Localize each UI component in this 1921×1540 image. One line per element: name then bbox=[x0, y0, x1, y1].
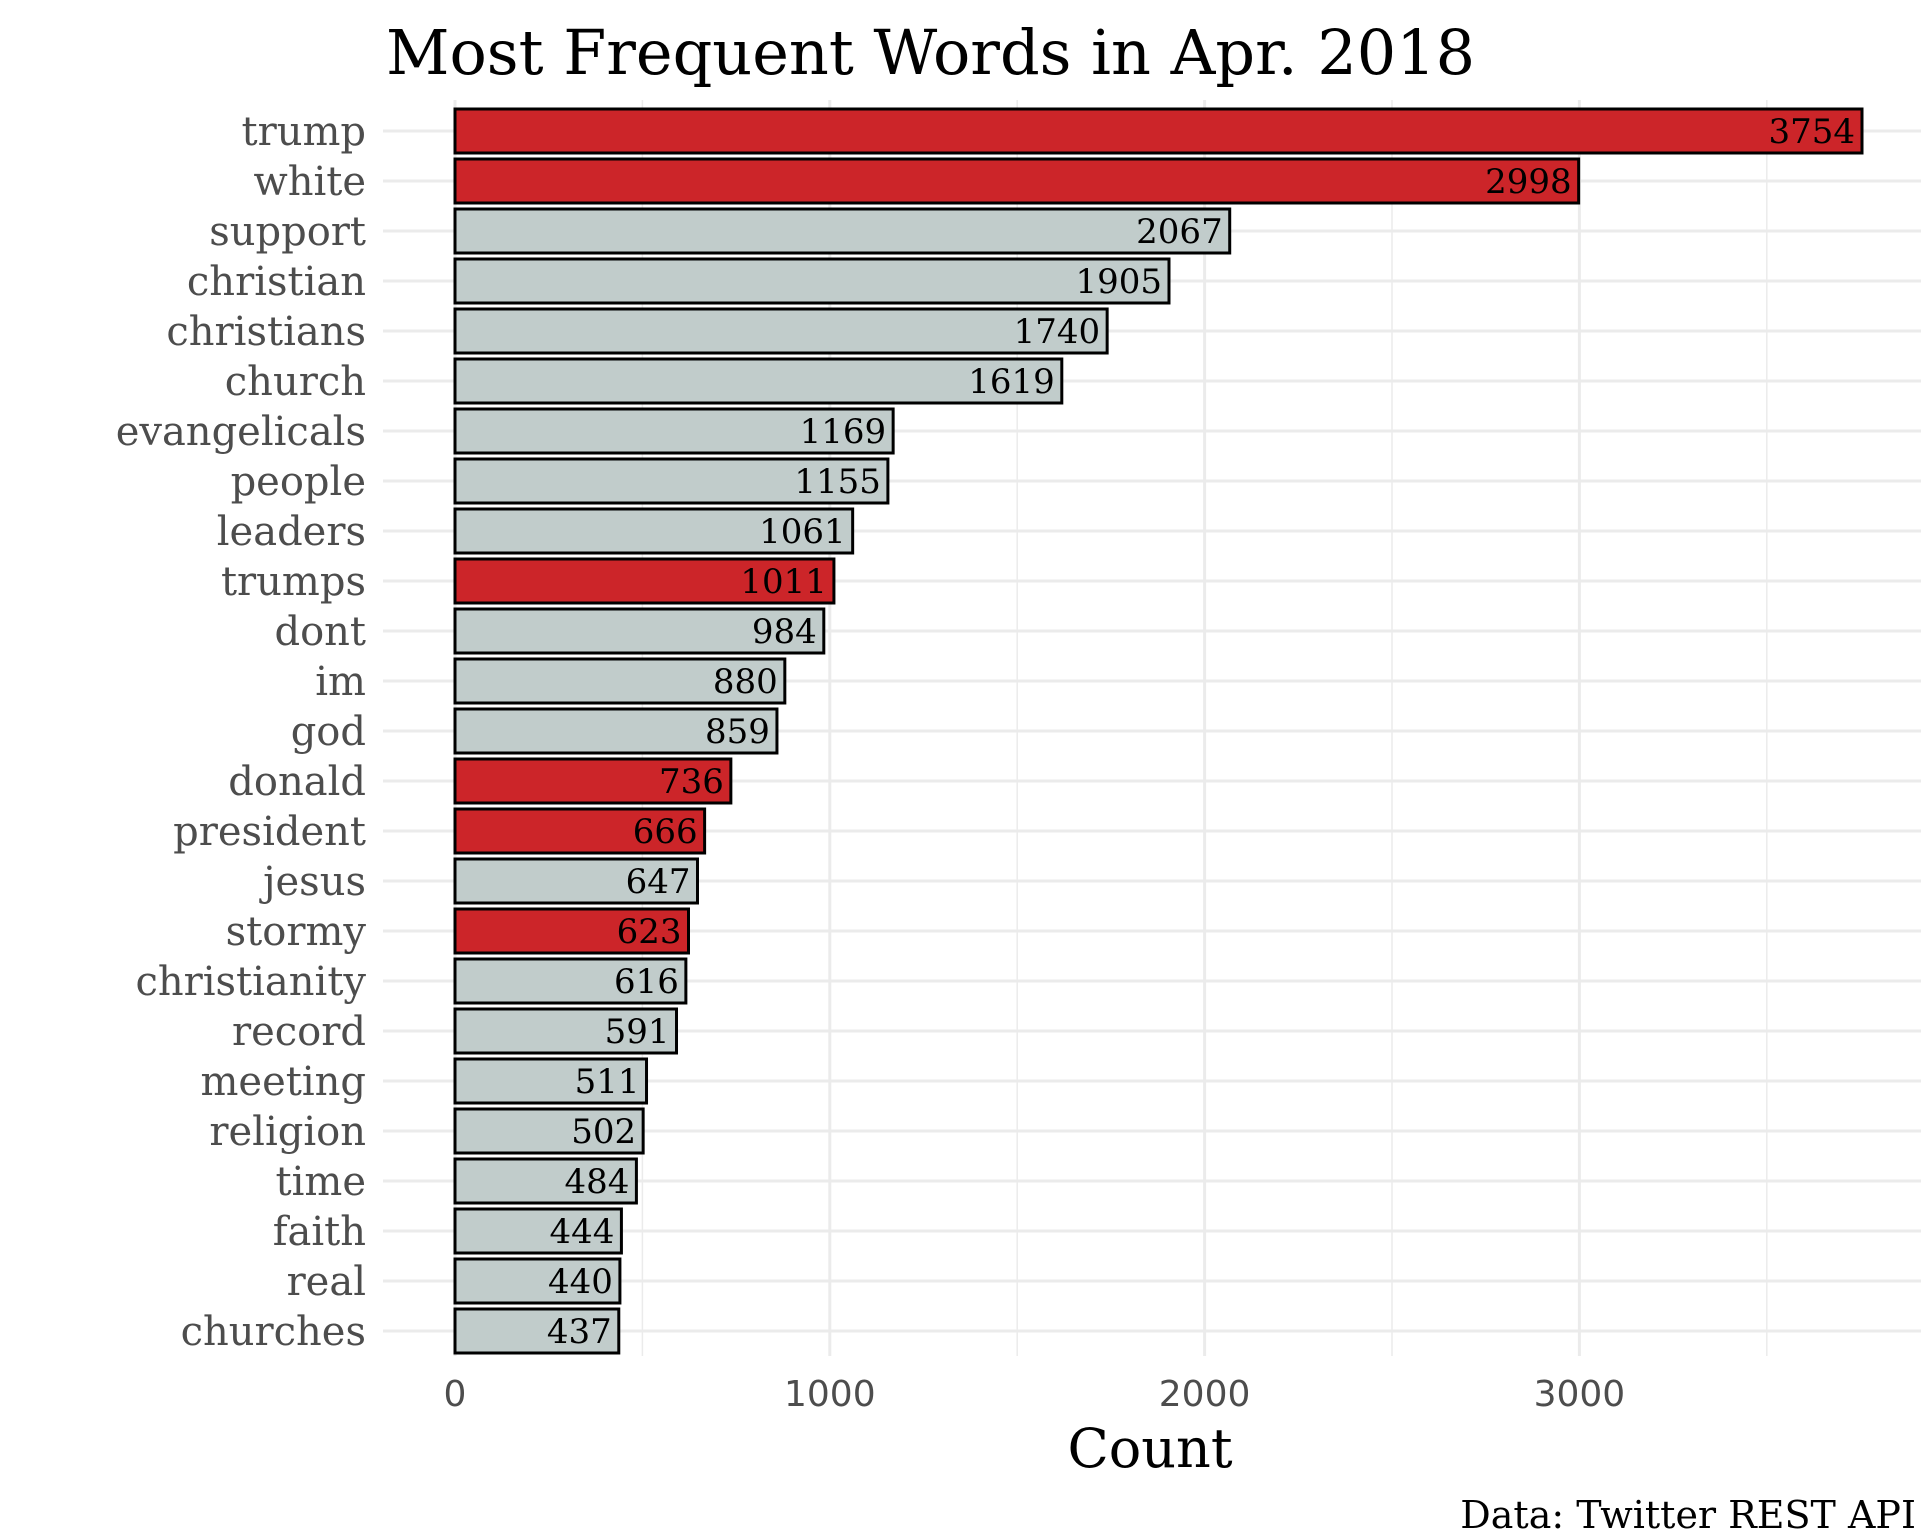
category-label: evangelicals bbox=[116, 409, 366, 455]
category-label: people bbox=[231, 459, 366, 505]
x-tick-labels: 0 1000 2000 3000 bbox=[444, 1374, 1626, 1415]
bar-record bbox=[453, 1007, 679, 1055]
bar-donald bbox=[453, 757, 733, 805]
value-label: 511 bbox=[575, 1062, 640, 1102]
value-label: 647 bbox=[626, 862, 691, 902]
value-label: 623 bbox=[617, 912, 682, 952]
bar-white bbox=[453, 157, 1581, 205]
category-label: christian bbox=[187, 259, 366, 305]
value-label: 591 bbox=[605, 1012, 670, 1052]
bar-religion bbox=[453, 1107, 645, 1155]
x-tick-label: 0 bbox=[444, 1374, 467, 1415]
bar-stormy bbox=[453, 907, 691, 955]
bar-jesus bbox=[453, 857, 699, 905]
value-label: 616 bbox=[614, 962, 679, 1002]
bar-christians bbox=[453, 307, 1109, 355]
category-label: president bbox=[173, 809, 366, 855]
x-tick-label: 2000 bbox=[1159, 1374, 1251, 1415]
category-label: white bbox=[253, 159, 366, 205]
category-label: faith bbox=[273, 1209, 366, 1255]
category-label: stormy bbox=[226, 909, 367, 955]
bar-god bbox=[453, 707, 779, 755]
value-label: 484 bbox=[564, 1162, 629, 1202]
bar-im bbox=[453, 657, 787, 705]
bar-president bbox=[453, 807, 707, 855]
bars: 3754 2998 2067 1905 1740 1619 1169 1155 1061 1011… bbox=[453, 107, 1864, 1355]
category-label: im bbox=[315, 659, 366, 705]
value-label: 666 bbox=[633, 812, 698, 852]
bar-churches bbox=[453, 1307, 621, 1355]
bar-time bbox=[453, 1157, 638, 1205]
bar-faith bbox=[453, 1207, 623, 1255]
value-label: 1619 bbox=[968, 362, 1055, 402]
bar-meeting bbox=[453, 1057, 649, 1105]
chart-title: Most Frequent Words in Apr. 2018 bbox=[386, 16, 1475, 89]
value-label: 1061 bbox=[759, 512, 846, 552]
bar-christianity bbox=[453, 957, 688, 1005]
value-label: 1169 bbox=[800, 412, 887, 452]
value-label: 437 bbox=[547, 1312, 612, 1352]
category-label: leaders bbox=[217, 509, 366, 555]
bar-christian bbox=[453, 257, 1171, 305]
category-label: christianity bbox=[135, 959, 366, 1005]
value-label: 444 bbox=[550, 1212, 615, 1252]
value-label: 3754 bbox=[1768, 112, 1855, 152]
value-label: 736 bbox=[659, 762, 724, 802]
bar-trumps bbox=[453, 557, 836, 605]
bar-real bbox=[453, 1257, 622, 1305]
value-label: 1905 bbox=[1075, 262, 1162, 302]
value-label: 859 bbox=[705, 712, 770, 752]
category-label: meeting bbox=[200, 1059, 366, 1105]
category-label: support bbox=[209, 209, 366, 255]
bar-people bbox=[453, 457, 890, 505]
category-label: trump bbox=[242, 109, 367, 155]
x-axis-title: Count bbox=[1067, 1417, 1232, 1480]
value-label: 2998 bbox=[1485, 162, 1572, 202]
category-label: church bbox=[225, 359, 366, 405]
category-label: churches bbox=[181, 1309, 366, 1355]
value-label: 440 bbox=[548, 1262, 613, 1302]
category-label: trumps bbox=[221, 559, 366, 605]
category-label: time bbox=[276, 1159, 366, 1205]
x-tick-label: 3000 bbox=[1534, 1374, 1626, 1415]
chart-caption: Data: Twitter REST API bbox=[1460, 1493, 1916, 1537]
bar-evangelicals bbox=[453, 407, 895, 455]
bar-dont bbox=[453, 607, 826, 655]
value-label: 1011 bbox=[740, 562, 827, 602]
bar-leaders bbox=[453, 507, 855, 555]
value-label: 2067 bbox=[1136, 212, 1223, 252]
category-label: dont bbox=[274, 609, 366, 655]
category-label: jesus bbox=[259, 859, 366, 905]
category-label: god bbox=[291, 709, 366, 755]
value-label: 880 bbox=[713, 662, 778, 702]
category-label: donald bbox=[228, 759, 366, 805]
category-labels: trumpwhitesupportchristianchristianschur… bbox=[116, 109, 367, 1355]
value-label: 984 bbox=[752, 612, 817, 652]
x-tick-label: 1000 bbox=[784, 1374, 876, 1415]
category-label: record bbox=[232, 1009, 366, 1055]
category-label: religion bbox=[209, 1109, 366, 1155]
value-label: 502 bbox=[571, 1112, 636, 1152]
bar-support bbox=[453, 207, 1232, 255]
bar-church bbox=[453, 357, 1064, 405]
value-label: 1155 bbox=[794, 462, 881, 502]
category-label: real bbox=[287, 1259, 366, 1305]
value-label: 1740 bbox=[1014, 312, 1101, 352]
category-label: christians bbox=[166, 309, 366, 355]
bar-trump bbox=[453, 107, 1864, 155]
